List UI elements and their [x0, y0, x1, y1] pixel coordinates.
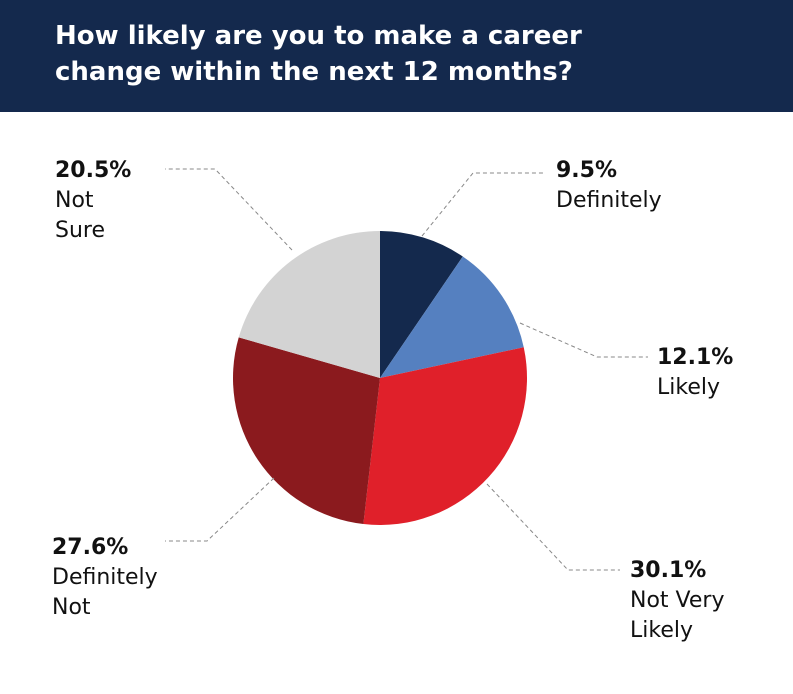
value-label: 30.1% — [630, 558, 707, 583]
category-label: Definitely — [556, 188, 662, 213]
pie-slice — [232, 337, 380, 525]
leader-line — [165, 477, 275, 542]
pie-slice — [380, 256, 524, 378]
slice-label: 9.5% Definitely — [556, 156, 696, 216]
value-label: 9.5% — [556, 158, 618, 183]
pie-slice — [363, 347, 527, 526]
leader-line — [421, 172, 545, 237]
category-label: Not Sure — [55, 188, 106, 243]
category-label: Likely — [657, 375, 720, 400]
value-label: 20.5% — [55, 158, 132, 183]
value-label: 12.1% — [657, 345, 734, 370]
slice-label: 12.1% Likely — [657, 343, 777, 403]
leader-line — [486, 483, 620, 571]
category-label: Not Very Likely — [630, 588, 725, 643]
pie-slice — [380, 231, 463, 378]
header-band: How likely are you to make a career chan… — [0, 0, 793, 112]
category-label: Definitely Not — [52, 565, 158, 620]
slice-label: 27.6% Definitely Not — [52, 533, 177, 623]
chart-title: How likely are you to make a career chan… — [55, 21, 582, 87]
leader-line — [165, 168, 293, 251]
slice-label: 30.1% Not Very Likely — [630, 556, 740, 646]
slice-label: 20.5% Not Sure — [55, 156, 132, 246]
leader-line — [519, 322, 648, 358]
pie-slice — [238, 231, 380, 378]
value-label: 27.6% — [52, 535, 129, 560]
